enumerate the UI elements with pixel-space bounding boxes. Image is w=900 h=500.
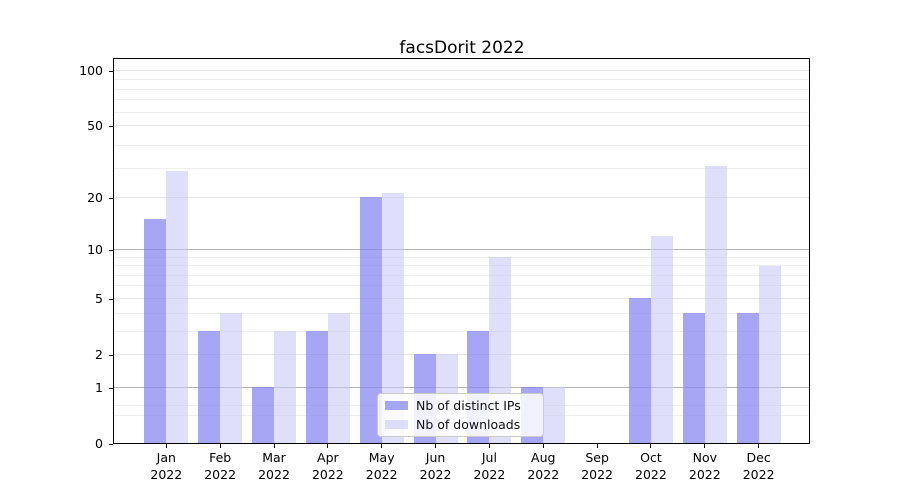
x-axis-tick-mark (381, 444, 383, 448)
minor-gridline (114, 167, 809, 169)
x-axis-tick-mark (542, 444, 544, 448)
minor-gridline (114, 285, 809, 287)
x-axis-tick-label: Nov 2022 (688, 450, 721, 482)
x-axis-tick-label: May 2022 (365, 450, 398, 482)
bar-distinct-ips-apr (305, 331, 328, 443)
x-axis-tick-mark (165, 444, 167, 448)
y-axis-tick-label: 100 (79, 63, 103, 79)
major-gridline (114, 353, 809, 355)
minor-gridline (114, 265, 809, 267)
x-axis-tick-label: Sep 2022 (581, 450, 613, 482)
legend-item-downloads: Nb of downloads (385, 417, 536, 432)
major-gridline (114, 248, 809, 250)
major-gridline (114, 124, 809, 126)
y-axis-tick-mark (109, 298, 113, 300)
bar-downloads-feb (220, 313, 243, 443)
y-axis-tick-label: 50 (87, 118, 103, 134)
y-axis-tick-label: 0 (95, 436, 103, 451)
minor-gridline (114, 111, 809, 113)
x-axis-tick-label: Jan 2022 (150, 450, 183, 482)
major-gridline (114, 196, 809, 198)
plot-area (113, 58, 810, 444)
y-axis-tick-mark (109, 70, 113, 72)
bar-downloads-dec (758, 265, 781, 443)
minor-gridline (114, 144, 809, 146)
bar-distinct-ips-may (359, 197, 382, 443)
y-axis-tick-label: 5 (95, 291, 103, 307)
bar-distinct-ips-dec (736, 313, 759, 443)
y-axis-tick-mark (109, 125, 113, 127)
y-axis-tick-mark (109, 354, 113, 356)
minor-gridline (114, 99, 809, 101)
bar-downloads-oct (650, 235, 673, 443)
x-axis-tick-mark (758, 444, 760, 448)
minor-gridline (114, 88, 809, 90)
y-axis-tick-label: 1 (95, 380, 103, 395)
x-axis-tick-mark (327, 444, 329, 448)
bar-distinct-ips-jan (144, 219, 167, 443)
bar-downloads-mar (274, 331, 296, 443)
bar-downloads-nov (704, 165, 727, 443)
x-axis-tick-label: Aug 2022 (527, 450, 560, 482)
x-axis-tick-label: Feb 2022 (204, 450, 237, 482)
major-gridline (114, 297, 809, 299)
legend-label-downloads: Nb of downloads (416, 417, 521, 432)
minor-gridline (114, 79, 809, 81)
y-axis-tick-label: 2 (95, 347, 103, 363)
x-axis-tick-mark (219, 444, 221, 448)
minor-gridline (114, 274, 809, 276)
y-axis-tick-label: 10 (87, 242, 103, 258)
x-axis-tick-mark (273, 444, 275, 448)
x-axis-tick-mark (596, 444, 598, 448)
x-axis-tick-label: Jun 2022 (419, 450, 452, 482)
bar-downloads-jan (166, 171, 189, 443)
x-axis-tick-mark (650, 444, 652, 448)
bar-downloads-aug (543, 387, 566, 443)
major-gridline (114, 386, 809, 388)
legend-item-distinct-ips: Nb of distinct IPs (385, 398, 536, 413)
bar-downloads-may (381, 193, 404, 443)
bar-distinct-ips-oct (628, 298, 651, 443)
legend-swatch-distinct-ips-icon (385, 401, 408, 410)
chart-title: facsDorit 2022 (399, 38, 525, 58)
x-axis-tick-label: Oct 2022 (635, 450, 667, 482)
minor-gridline (114, 256, 809, 258)
legend-swatch-downloads-icon (385, 420, 408, 429)
legend-label-distinct-ips: Nb of distinct IPs (416, 398, 521, 413)
y-axis-tick-mark (109, 443, 113, 445)
bar-distinct-ips-nov (682, 313, 705, 443)
x-axis-tick-label: Mar 2022 (258, 450, 290, 482)
legend: Nb of distinct IPs Nb of downloads (377, 393, 544, 437)
x-axis-tick-label: Dec 2022 (742, 450, 775, 482)
y-axis-tick-mark (109, 249, 113, 251)
x-axis-tick-mark (435, 444, 437, 448)
bar-distinct-ips-mar (252, 387, 274, 443)
bar-distinct-ips-feb (198, 331, 221, 443)
y-axis-tick-mark (109, 387, 113, 389)
minor-gridline (114, 330, 809, 332)
x-axis-tick-label: Jul 2022 (473, 450, 506, 482)
x-axis-tick-mark (704, 444, 706, 448)
minor-gridline (114, 312, 809, 314)
x-axis-tick-mark (488, 444, 490, 448)
y-axis-tick-mark (109, 197, 113, 199)
y-axis-tick-label: 20 (87, 190, 103, 206)
bar-downloads-apr (327, 313, 350, 443)
x-axis-tick-label: Apr 2022 (311, 450, 344, 482)
major-gridline (114, 69, 809, 71)
